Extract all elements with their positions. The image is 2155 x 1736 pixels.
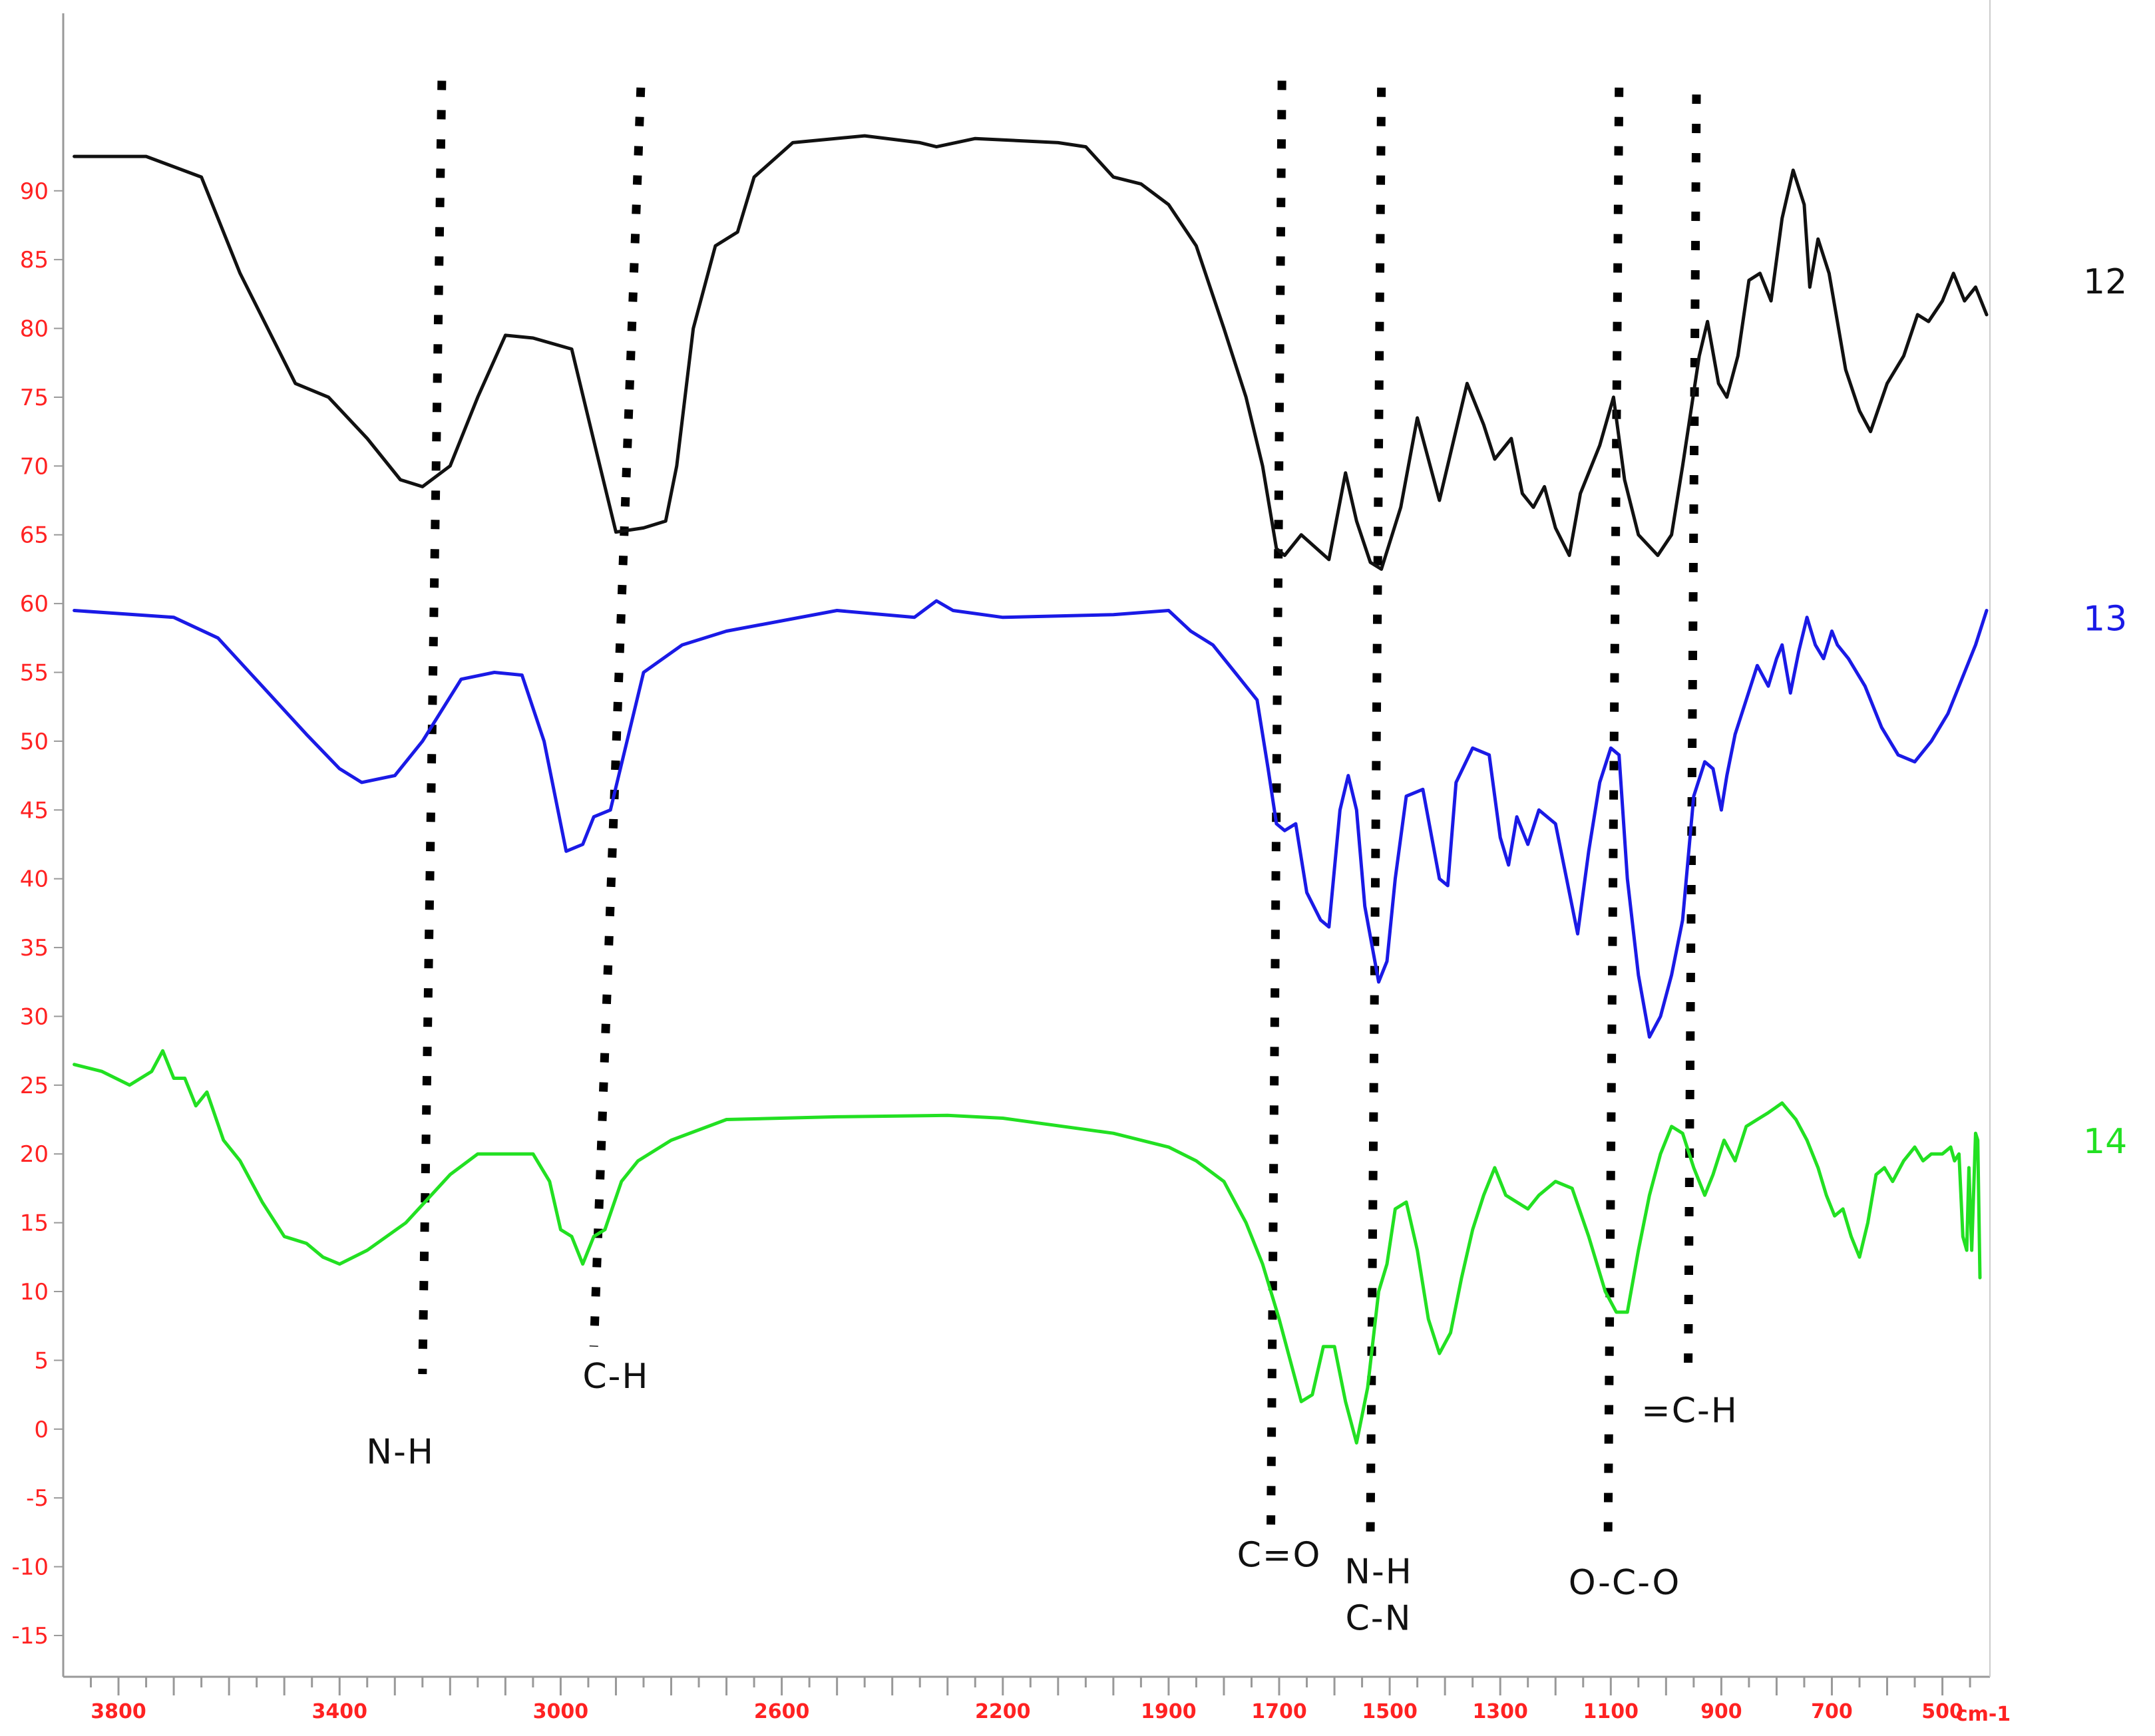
assignment-label: N-H [366, 1432, 435, 1472]
y-tick-label: 45 [20, 797, 49, 824]
y-tick-label: 70 [20, 453, 49, 480]
x-tick-label: 1900 [1141, 1700, 1197, 1723]
y-tick-label: 80 [20, 316, 49, 343]
x-tick-label: 2600 [754, 1700, 810, 1723]
y-tick-label: 75 [20, 385, 49, 411]
y-tick-label: -5 [26, 1485, 49, 1512]
y-tick-label: 35 [20, 935, 49, 961]
y-tick-label: -10 [11, 1554, 49, 1581]
assignment-label: N-H [1344, 1552, 1413, 1592]
y-tick-label: 20 [20, 1141, 49, 1168]
y-tick-label: 60 [20, 591, 49, 617]
assignment-dotted-line [1366, 87, 1386, 1532]
x-tick-label: 2200 [975, 1700, 1031, 1723]
series-labels-group: 12 13 14 [2083, 262, 2127, 1162]
x-tick-label: 3400 [311, 1700, 367, 1723]
y-tick-label: 50 [20, 729, 49, 755]
y-tick-label: 15 [20, 1210, 49, 1237]
y-tick-label: -15 [11, 1623, 49, 1649]
x-tick-label: 1300 [1472, 1700, 1528, 1723]
tick-labels-group: 908580757065605550454035302520151050-5-1… [11, 178, 2011, 1726]
y-tick-label: 85 [20, 247, 49, 273]
assignment-label: =C-H [1641, 1391, 1738, 1431]
x-tick-label: 1500 [1362, 1700, 1418, 1723]
x-tick-label: 900 [1700, 1700, 1742, 1723]
y-tick-label: 10 [20, 1279, 49, 1305]
x-tick-label: 700 [1811, 1700, 1853, 1723]
y-tick-label: 90 [20, 178, 49, 205]
assignment-dotted-line [1603, 87, 1624, 1532]
series-label-14: 14 [2083, 1122, 2127, 1162]
annotation-labels-group: N-H C-H C=O N-H C-N O-C-O =C-H [366, 1357, 1738, 1639]
assignment-dotted-line [589, 87, 646, 1347]
x-tick-label: 3000 [533, 1700, 589, 1723]
y-tick-label: 55 [20, 660, 49, 687]
x-tick-label: 500 [1921, 1700, 1963, 1723]
series-line-13 [73, 599, 1989, 1039]
x-axis-unit-label: cm-1 [1956, 1703, 2011, 1726]
series-label-13: 13 [2083, 599, 2127, 639]
x-tick-label: 1700 [1251, 1700, 1307, 1723]
assignment-label: O-C-O [1569, 1563, 1681, 1603]
y-tick-label: 30 [20, 1003, 49, 1030]
assignment-label: C-H [582, 1357, 649, 1397]
assignment-label: C-N [1346, 1598, 1412, 1638]
y-tick-label: 25 [20, 1073, 49, 1099]
assignment-label: C=O [1237, 1536, 1322, 1576]
y-tick-label: 40 [20, 866, 49, 893]
y-tick-label: 65 [20, 522, 49, 549]
series-line-12 [73, 134, 1989, 571]
series-label-12: 12 [2083, 262, 2127, 302]
x-tick-label: 3800 [91, 1700, 146, 1723]
assignment-dotted-line [1267, 81, 1286, 1526]
y-tick-label: 0 [34, 1417, 49, 1443]
series-group [73, 134, 1989, 1445]
x-tick-label: 1100 [1583, 1700, 1639, 1723]
series-line-14 [73, 1049, 1982, 1445]
axes-group [54, 0, 1991, 1695]
y-tick-label: 5 [34, 1347, 49, 1374]
